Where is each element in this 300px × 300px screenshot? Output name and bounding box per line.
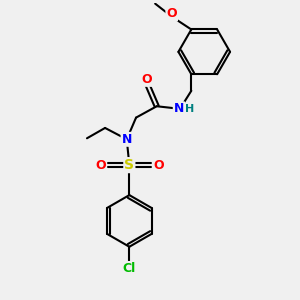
Text: O: O: [167, 8, 177, 20]
Text: Cl: Cl: [123, 262, 136, 275]
Text: O: O: [141, 73, 152, 86]
Text: H: H: [184, 104, 194, 114]
Text: S: S: [124, 158, 134, 172]
Text: N: N: [174, 102, 184, 115]
Text: O: O: [153, 159, 164, 172]
Text: N: N: [122, 133, 132, 146]
Text: O: O: [95, 159, 106, 172]
